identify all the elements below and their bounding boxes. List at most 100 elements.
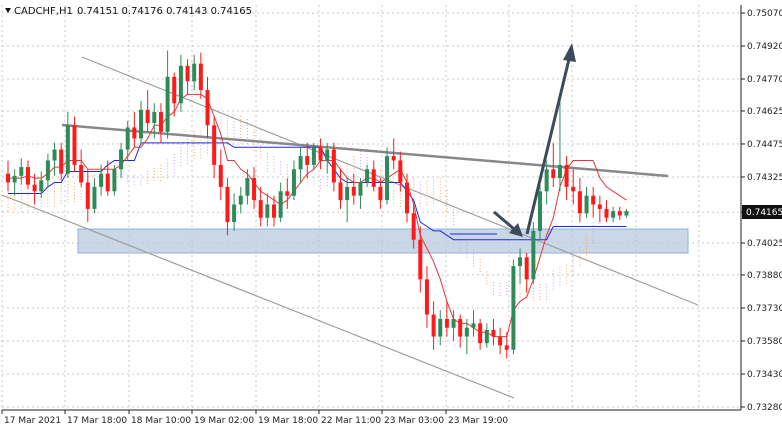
candle-body xyxy=(305,156,310,165)
candle-body xyxy=(265,204,270,218)
candles xyxy=(6,50,629,359)
candle-body xyxy=(531,230,536,280)
candle-body xyxy=(577,191,582,214)
candle-body xyxy=(438,318,443,337)
candle-body xyxy=(431,314,436,337)
dropdown-triangle-icon[interactable] xyxy=(5,8,11,13)
candle-body xyxy=(345,186,350,201)
candle-body xyxy=(245,178,250,196)
candle-body xyxy=(405,182,409,214)
candle-body xyxy=(232,204,237,223)
candle-body xyxy=(19,167,24,176)
support-zone xyxy=(77,228,689,254)
candle-body xyxy=(12,175,17,183)
price-tick-label: 0.74770 xyxy=(747,75,782,85)
candle-body xyxy=(471,323,476,328)
candle-body xyxy=(6,173,10,183)
candle-body xyxy=(617,211,622,216)
candle-body xyxy=(112,169,117,192)
candle-body xyxy=(165,76,170,132)
candle-body xyxy=(145,109,150,124)
candle-body xyxy=(338,182,343,201)
price-ticks: 0.75070 0.74920 0.74770 0.74625 0.74475 0.743… xyxy=(741,9,782,413)
time-tick-label: 22 Mar 11:00 xyxy=(321,416,381,426)
candle-body xyxy=(604,208,609,218)
candle-body xyxy=(311,147,316,165)
price-tick-label: 0.74920 xyxy=(747,42,782,52)
candle-body xyxy=(424,279,429,315)
candle-body xyxy=(351,186,356,196)
candle-body xyxy=(624,211,629,216)
candle-body xyxy=(591,195,596,205)
forecast-arrows xyxy=(493,43,576,237)
candle-body xyxy=(484,329,489,344)
grid xyxy=(1,5,741,410)
time-tick-label: 23 Mar 03:00 xyxy=(384,416,444,426)
time-tick-label: 18 Mar 10:00 xyxy=(131,416,191,426)
chart-header: CADCHF,H1 0.74151 0.74176 0.74143 0.7416… xyxy=(5,6,252,17)
candle-body xyxy=(252,178,257,201)
candle-body xyxy=(192,63,197,82)
candle-body xyxy=(544,169,549,192)
candle-body xyxy=(518,257,523,267)
price-tick-label: 0.73880 xyxy=(747,271,782,281)
forecast-arrow-up-head xyxy=(563,43,576,62)
ohlc-values: 0.74151 0.74176 0.74143 0.74165 xyxy=(77,6,252,17)
trend-lines xyxy=(1,56,699,399)
candle-body xyxy=(172,76,177,104)
candle-body xyxy=(464,327,469,337)
candle-body xyxy=(132,127,137,139)
candle-body xyxy=(318,147,323,161)
candle-body xyxy=(218,164,223,187)
candle-body xyxy=(538,191,542,231)
candle-body xyxy=(444,318,449,328)
price-tick-label: 0.73580 xyxy=(747,337,782,347)
candle-body xyxy=(365,169,370,183)
candle-body xyxy=(238,195,243,205)
time-tick-label: 23 Mar 19:00 xyxy=(448,416,508,426)
candle-body xyxy=(285,191,290,196)
candle-body xyxy=(125,127,130,150)
forecast-arrow-down-head xyxy=(509,223,523,237)
tenkan-sen-line xyxy=(8,93,627,338)
candle-body xyxy=(152,112,157,124)
ichimoku-lines xyxy=(8,93,627,338)
candle-body xyxy=(99,173,104,187)
price-tick-label: 0.74325 xyxy=(747,173,782,183)
ichimoku-cloud xyxy=(7,114,601,303)
candle-body xyxy=(65,125,70,174)
candle-body xyxy=(511,266,516,350)
channel-lower-line xyxy=(1,194,515,399)
candle-body xyxy=(225,186,230,223)
candle-body xyxy=(325,149,330,161)
candle-body xyxy=(331,149,336,183)
candle-body xyxy=(411,213,416,240)
channel-upper-line xyxy=(81,56,699,306)
candle-body xyxy=(584,195,589,214)
candle-body xyxy=(72,125,77,165)
candle-body xyxy=(551,169,556,179)
candle-body xyxy=(524,257,529,280)
candle-body xyxy=(119,149,124,170)
candle-body xyxy=(258,200,263,218)
candle-body xyxy=(611,211,616,218)
candle-body xyxy=(158,112,163,132)
current-price-label: 0.74165 xyxy=(746,208,782,218)
candle-body xyxy=(418,239,423,280)
price-tick-label: 0.74025 xyxy=(747,239,782,249)
candle-body xyxy=(105,173,110,192)
time-tick-label: 19 Mar 02:00 xyxy=(194,416,254,426)
candle-body xyxy=(597,204,602,209)
candle-body xyxy=(25,167,30,185)
candle-body xyxy=(451,318,456,328)
candle-body xyxy=(52,149,57,161)
time-tick-label: 19 Mar 18:00 xyxy=(258,416,318,426)
current-price-badge xyxy=(742,205,782,219)
candle-body xyxy=(358,182,363,196)
candle-body xyxy=(79,164,84,183)
candle-body xyxy=(458,318,463,337)
candle-body xyxy=(398,160,403,183)
forecast-arrow-up-shaft xyxy=(525,54,572,235)
candle-body xyxy=(504,345,509,350)
